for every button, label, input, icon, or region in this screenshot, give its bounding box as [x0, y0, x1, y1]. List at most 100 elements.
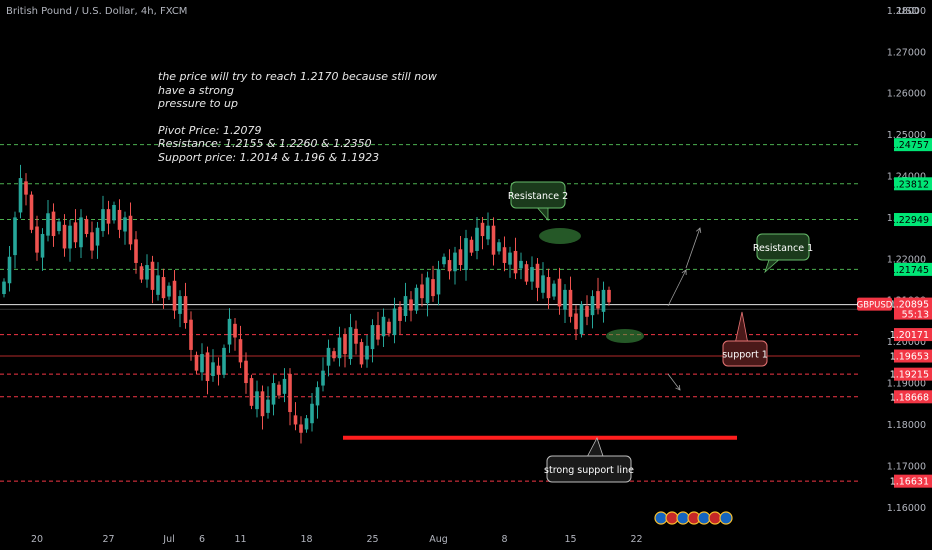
candle-body	[365, 345, 369, 360]
time-axis[interactable]: 20 27 Jul 6 11 18 25 Aug 8 15 22	[31, 534, 643, 545]
candle-body	[101, 209, 105, 232]
note-line-1: the price will try to reach 1.2170 becau…	[158, 70, 437, 97]
candle-body	[117, 209, 122, 230]
candle-body	[304, 418, 309, 430]
resistance-level-label: 1.23812	[890, 179, 929, 190]
time-tick-label: 11	[234, 534, 246, 545]
horizontal-levels	[0, 144, 860, 482]
price-tick-label: 1.16000	[887, 503, 926, 514]
resistance-1-callout-box	[756, 233, 810, 261]
candle-body	[227, 318, 232, 345]
candle-body	[519, 260, 523, 269]
candle-body	[46, 213, 50, 236]
candle-body	[145, 265, 149, 280]
candle-body	[310, 403, 314, 424]
candle-body	[508, 252, 512, 265]
support-level-label: 1.19653	[890, 352, 929, 363]
candlesticks	[2, 164, 611, 444]
candle-body	[266, 399, 270, 413]
news-event-icon	[719, 511, 733, 525]
news-event-icon	[708, 511, 722, 525]
candle-body	[601, 289, 606, 312]
candle-body	[579, 304, 584, 335]
note-line-4: Resistance: 1.2155 & 1.2260 & 1.2350	[158, 137, 372, 150]
candle-body	[200, 354, 204, 373]
resistance-level-label: 1.21745	[890, 265, 929, 276]
time-tick-label: 8	[501, 534, 507, 545]
candle-body	[134, 239, 138, 263]
last-price-label: 1.20895	[890, 300, 929, 311]
time-tick-label: 25	[366, 534, 378, 545]
last-price-tag	[894, 297, 932, 320]
candle-body	[51, 211, 56, 237]
time-tick-label: 15	[564, 534, 576, 545]
price-tick-label: 1.22000	[887, 254, 926, 265]
note-line-5: Support price: 1.2014 & 1.196 & 1.1923	[158, 150, 380, 164]
analysis-note: the price will try to reach 1.2170 becau…	[158, 70, 458, 164]
candle-body	[326, 347, 331, 366]
note-line-3: Pivot Price: 1.2079	[158, 123, 262, 137]
price-tick-label: 1.27000	[887, 47, 926, 58]
candle-body	[238, 339, 243, 363]
candle-body	[442, 256, 446, 265]
candle-body	[205, 352, 210, 381]
price-axis[interactable]: 1.280001.270001.260001.250001.240001.230…	[857, 0, 932, 550]
candle-body	[260, 391, 265, 417]
candle-body	[425, 277, 430, 304]
candle-body	[315, 387, 320, 406]
candle-body	[343, 334, 347, 355]
candle-body	[244, 360, 248, 384]
time-tick-label: 22	[630, 534, 642, 545]
candle-body	[156, 275, 160, 295]
candle-body	[62, 224, 67, 249]
candle-body	[414, 287, 419, 311]
price-tick-label: 1.19000	[887, 379, 926, 390]
candle-body	[513, 250, 518, 274]
candle-body	[607, 289, 611, 303]
candle-body	[497, 242, 501, 252]
candle-body	[90, 232, 94, 251]
candle-body	[40, 233, 45, 258]
candle-body	[2, 281, 6, 295]
price-tick-label: 1.20000	[887, 337, 926, 348]
candle-body	[255, 391, 259, 410]
resistance-level-tag	[894, 138, 932, 152]
candle-body	[7, 256, 12, 284]
strong-support-callout-tail-cover	[549, 476, 629, 480]
time-tick-label: 18	[300, 534, 312, 545]
candle-body	[524, 264, 529, 282]
candle-body	[84, 219, 89, 234]
note-line-2: pressure to up	[158, 97, 238, 110]
resistance-2-callout-label: Resistance 2	[508, 191, 568, 202]
candle-body	[546, 277, 551, 299]
candle-body	[150, 261, 155, 290]
support-level-label: 1.18668	[890, 392, 929, 403]
candle-body	[337, 337, 342, 359]
candle-body	[282, 378, 287, 394]
symbol-title: British Pound / U.S. Dollar, 4h, FXCM	[6, 6, 188, 17]
support-level-tag	[894, 390, 932, 404]
candle-body	[585, 306, 589, 317]
support-level-tag	[894, 474, 932, 488]
drawing-overlay: Resistance 2 Resistance 1 support 1 strong …	[343, 181, 813, 525]
resistance-2-callout-box	[510, 181, 566, 209]
candle-body	[574, 313, 578, 330]
projection-arrow-down-head	[675, 384, 681, 391]
resistance-level-label: 1.24757	[890, 140, 929, 151]
strong-support-callout-label: strong support line	[544, 465, 634, 476]
candle-body	[183, 296, 188, 324]
candle-body	[552, 283, 556, 297]
candle-body	[480, 222, 485, 237]
support-1-callout-box	[722, 340, 768, 367]
news-event-icon	[654, 511, 668, 525]
price-tick-label: 1.28000	[887, 6, 926, 17]
candle-body	[568, 289, 573, 317]
candle-body	[370, 325, 375, 350]
candle-body	[277, 384, 281, 396]
candle-body	[167, 285, 171, 297]
last-price-sub: 55:13	[902, 310, 929, 321]
resistance-2-callout-tail-cover	[513, 202, 563, 206]
candle-body	[249, 378, 254, 406]
resistance-1-callout-label: Resistance 1	[753, 243, 813, 254]
